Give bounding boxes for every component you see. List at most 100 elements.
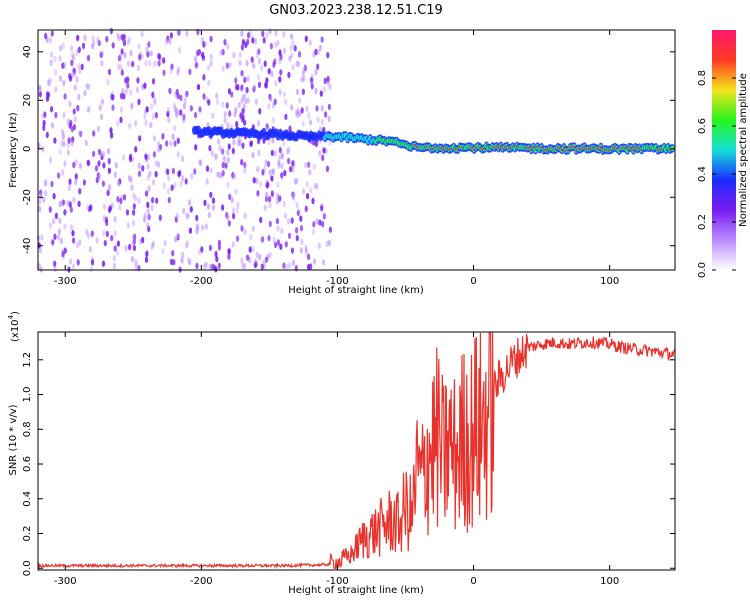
spectrogram-noise-cell [63,160,67,167]
spectrogram-noise-cell [61,133,65,141]
spectrogram-noise-cell [234,188,238,195]
spectrogram-noise-cell [282,91,286,98]
spectrogram-noise-cell [92,150,96,158]
spectrogram-x-tick-label: -300 [54,276,77,287]
spectrogram-noise-cell [320,105,324,112]
spectrogram-noise-cell [162,182,166,189]
spectrogram-noise-cell [140,30,144,38]
spectrogram-noise-cell [151,78,156,85]
spectrogram-noise-cell [58,217,62,224]
spectrogram-frame [37,29,676,271]
spectrogram-noise-cell [245,59,249,67]
spectrogram-noise-cell [308,119,313,126]
spectrogram-noise-cell [162,57,166,64]
spectrogram-noise-cell [276,225,280,232]
spectrogram-noise-cell [224,162,228,169]
spectrogram-noise-cell [48,156,53,164]
colorbar-tick-label: 0.0 [697,262,708,278]
spectrogram-noise-cell [321,259,326,266]
spectrogram-x-tick-label: 100 [600,276,619,287]
spectrogram-noise-cell [107,158,111,165]
spectrogram-noise-cell [301,69,305,76]
spectrogram-noise-cell [166,110,170,118]
spectrogram-noise-cell [208,244,212,252]
spectrogram-noise-cell [50,30,54,37]
spectrogram-noise-cell [243,119,247,126]
spectrogram-noise-cell [257,120,261,127]
spectrogram-noise-cell [246,75,250,83]
spectrogram-noise-cell [77,62,81,70]
spectrogram-noise-cell [137,43,141,50]
spectrogram-noise-cell [221,148,225,155]
spectrogram-noise-cell [110,234,114,242]
spectrogram-noise-cell [268,196,272,203]
spectrogram-noise-cell [68,178,72,185]
spectrogram-noise-cell [241,107,245,115]
spectrogram-noise-cell [76,104,80,112]
spectrogram-noise-cell [43,111,47,118]
spectrogram-noise-cell [241,114,245,121]
spectrogram-noise-cell [278,195,282,202]
spectrogram-noise-cell [221,170,225,177]
spectrogram-noise-cell [252,177,256,184]
chart-title: GN03.2023.238.12.51.C19 [269,3,443,18]
spectrogram-noise-cell [48,77,53,84]
spectrogram-noise-cell [276,40,280,47]
snr-x-axis-label: Height of straight line (km) [288,585,424,596]
spectrogram-noise-cell [215,92,219,99]
spectrogram-noise-cell [203,199,207,206]
spectrogram-noise-cell [241,142,245,149]
spectrogram-noise-cell [273,98,277,106]
spectrogram-noise-cell [259,180,263,188]
spectrogram-noise-cell [188,68,192,76]
spectrogram-noise-cell [278,57,282,65]
spectrogram-noise-cell [78,162,82,169]
spectrogram-noise-cell [201,54,205,61]
spectrogram-noise-cell [72,123,76,131]
spectrogram-noise-cell [188,259,192,266]
spectrogram-noise-cell [217,262,221,269]
spectrogram-noise-cell [48,37,53,44]
spectrogram-noise-cell [86,232,91,239]
spectrogram-noise-cell [132,203,136,210]
spectrogram-noise-cell [305,105,309,113]
spectrogram-noise-cell [301,120,305,127]
spectrogram-noise-cell [63,223,67,230]
spectrogram-noise-cell [217,239,221,247]
spectrogram-noise-cell [77,200,81,208]
spectrogram-noise-cell [101,151,105,158]
spectrogram-noise-cell [119,64,123,71]
spectrogram-noise-cell [193,168,197,175]
spectrogram-noise-cell [271,116,275,124]
spectrogram-noise-cell [74,173,78,180]
spectrogram-noise-cell [227,248,231,255]
spectrogram-noise-cell [226,181,230,189]
spectrogram-noise-cell [295,202,299,209]
spectrogram-noise-cell [317,242,321,250]
spectrogram-noise-cell [278,146,282,154]
spectrogram-noise-cell [214,153,219,160]
snr-y-tick-label: 0.2 [22,526,33,542]
spectrogram-noise-cell [287,157,291,165]
spectrogram-noise-cell [315,182,319,190]
spectrogram-noise-cell [225,62,229,69]
spectrogram-noise-cell [195,214,199,222]
spectrogram-noise-cell [103,239,107,247]
spectrogram-noise-cell [44,190,48,197]
spectrogram-noise-cell [143,113,147,120]
spectrogram-noise-cell [256,166,260,173]
spectrogram-noise-cell [149,50,153,57]
spectrogram-noise-cell [185,90,189,98]
spectrogram-noise-cell [63,93,67,100]
spectrogram-noise-cell [197,48,201,56]
spectrogram-noise-cell [326,51,330,59]
spectrogram-noise-cell [116,240,120,247]
spectrogram-noise-cell [84,139,88,147]
spectrogram-noise-cell [312,221,316,228]
spectrogram-noise-cell [113,216,117,223]
spectrogram-noise-cell [250,56,254,63]
colorbar-ticks: 0.0 0.2 0.4 0.6 0.8 [697,70,736,278]
spectrogram-noise-cell [290,217,294,224]
spectrogram-y-tick-label: 20 [22,94,33,107]
spectrogram-noise-cell [243,228,247,236]
